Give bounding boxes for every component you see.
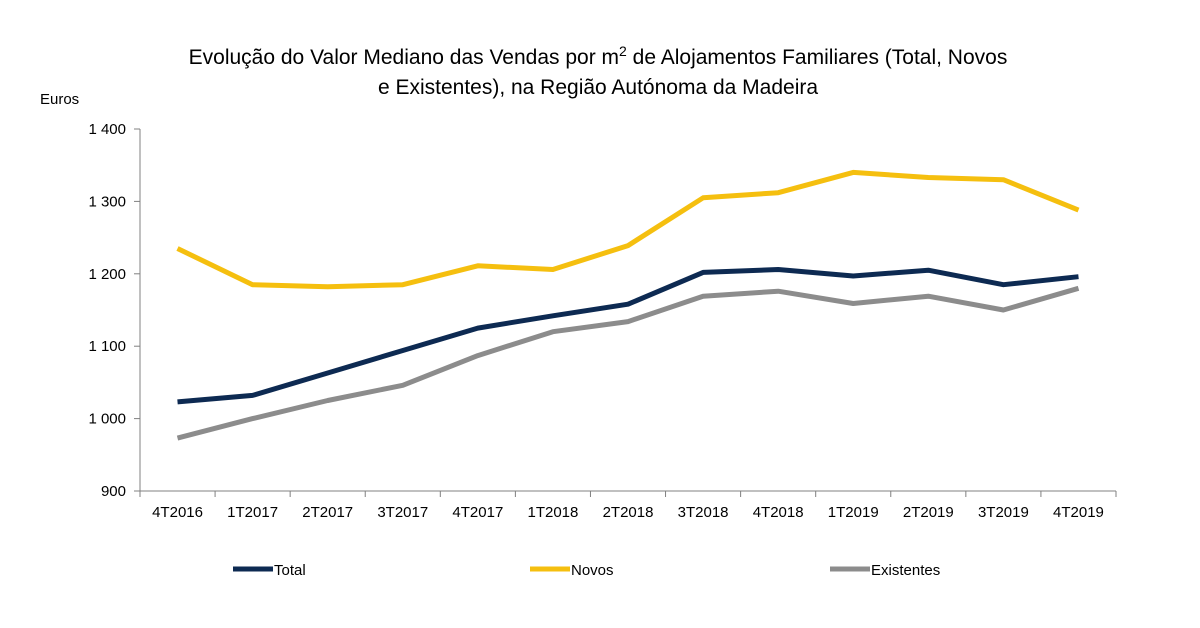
x-tick-label: 1T2017 [227, 504, 278, 521]
axes: 900 1 000 1 100 1 200 1 300 1 400 4T2016 1T2017… [88, 121, 1117, 521]
x-tick-label: 2T2017 [302, 504, 353, 521]
chart-title-line-1: Evolução do Valor Mediano das Vendas por… [189, 43, 1008, 69]
x-tick-label: 4T2017 [452, 504, 503, 521]
x-tick-label: 4T2016 [152, 504, 203, 521]
x-tick-label: 1T2019 [828, 504, 879, 521]
chart-title-line-2: e Existentes), na Região Autónoma da Mad… [378, 76, 818, 99]
chart-title: Evolução do Valor Mediano das Vendas por… [189, 43, 1008, 99]
x-tick-label: 2T2019 [903, 504, 954, 521]
x-tick-label: 3T2019 [978, 504, 1029, 521]
y-tick-label: 1 000 [88, 411, 126, 428]
y-tick-label: 900 [101, 483, 126, 500]
y-tick-label: 1 200 [88, 266, 126, 283]
legend-label-existentes: Existentes [871, 562, 940, 579]
x-tick-label: 2T2018 [603, 504, 654, 521]
x-tick-label: 1T2018 [527, 504, 578, 521]
x-tick-label: 4T2019 [1053, 504, 1104, 521]
series-line-novos [176, 169, 1080, 290]
y-axis-label: Euros [40, 91, 79, 108]
x-tick-label: 3T2018 [678, 504, 729, 521]
series-line-total [177, 267, 1079, 405]
legend-label-total: Total [274, 562, 306, 579]
legend: Total Novos Existentes [233, 562, 940, 579]
y-tick-label: 1 100 [88, 338, 126, 355]
series-layer [176, 169, 1080, 441]
x-tick-label: 4T2018 [753, 504, 804, 521]
x-tick-label: 3T2017 [377, 504, 428, 521]
series-line-existentes [176, 285, 1080, 441]
legend-label-novos: Novos [571, 562, 614, 579]
y-tick-label: 1 400 [88, 121, 126, 138]
y-tick-label: 1 300 [88, 193, 126, 210]
